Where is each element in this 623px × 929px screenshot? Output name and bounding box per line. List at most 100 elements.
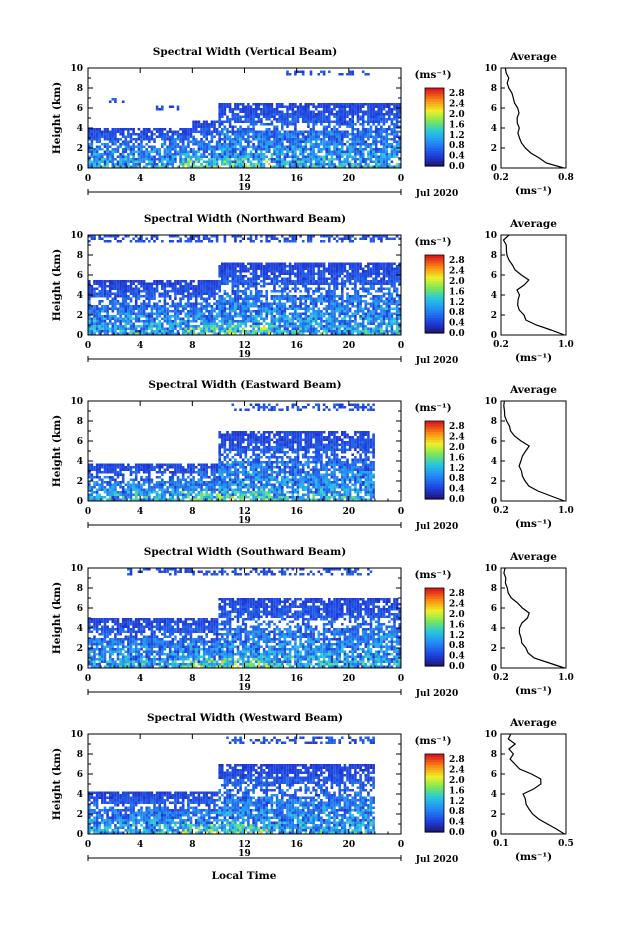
heatmap-cell (304, 322, 308, 325)
heatmap-cell (356, 115, 360, 118)
heatmap-cell (286, 155, 289, 158)
heatmap-cell (142, 150, 146, 153)
heatmap-cell (338, 148, 341, 151)
heatmap-cell (382, 277, 386, 280)
heatmap-cell (314, 290, 318, 293)
heatmap-cell (140, 307, 143, 310)
heatmap-cell (228, 267, 232, 270)
heatmap-cell (377, 130, 381, 133)
heatmap-cell (202, 150, 206, 153)
heatmap-cell (101, 320, 104, 323)
heatmap-cell (388, 165, 391, 168)
heatmap-cell (382, 307, 386, 310)
heatmap-cell (101, 285, 104, 288)
heatmap-cell (380, 305, 383, 308)
heatmap-cell (171, 322, 175, 325)
heatmap-cell (286, 300, 289, 303)
heatmap-cell (252, 103, 255, 106)
heatmap-cell (317, 155, 321, 158)
heatmap-cell (317, 312, 321, 315)
heatmap-cell (283, 297, 287, 300)
heatmap-cell (161, 240, 164, 243)
heatmap-cell (301, 113, 305, 116)
heatmap-cell (205, 125, 208, 128)
heatmap-cell (281, 312, 284, 315)
heatmap-cell (121, 327, 125, 330)
heatmap-cell (388, 287, 391, 290)
average-y-tick-label: 8 (491, 84, 497, 94)
heatmap-cell (270, 315, 274, 318)
heatmap-cell (194, 305, 198, 308)
heatmap-cell (174, 158, 177, 161)
heatmap-cell (333, 165, 336, 168)
heatmap-cell (273, 138, 276, 141)
heatmap-cell (356, 105, 360, 108)
colorbar-band (425, 111, 444, 115)
heatmap-cell (202, 145, 206, 148)
heatmap-cell (95, 145, 99, 148)
heatmap-cell (299, 70, 302, 73)
heatmap-cell (197, 160, 201, 163)
heatmap-cell (283, 280, 287, 283)
heatmap-cell (155, 280, 159, 283)
heatmap-cell (187, 163, 190, 166)
heatmap-cell (320, 120, 323, 123)
heatmap-cell (116, 292, 120, 295)
heatmap-cell (247, 165, 250, 168)
heatmap-cell (278, 302, 281, 305)
heatmap-cell (244, 158, 248, 161)
heatmap-cell (369, 150, 373, 153)
heatmap-cell (281, 272, 284, 275)
heatmap-cell (273, 140, 276, 143)
heatmap-cell (228, 330, 232, 333)
heatmap-cell (322, 277, 326, 280)
heatmap-cell (254, 332, 258, 335)
heatmap-cell (202, 135, 206, 138)
heatmap-cell (328, 145, 331, 148)
heatmap-cell (354, 305, 357, 308)
heatmap-cell (95, 133, 99, 136)
heatmap-cell (231, 113, 235, 116)
heatmap-cell (166, 163, 169, 166)
heatmap-cell (249, 163, 253, 166)
heatmap-cell (194, 300, 198, 303)
heatmap-cell (119, 143, 122, 146)
heatmap-cell (380, 133, 383, 136)
heatmap-cell (343, 330, 347, 333)
heatmap-cell (265, 270, 268, 273)
heatmap-cell (380, 158, 383, 161)
heatmap-cell (275, 280, 279, 283)
heatmap-cell (226, 275, 229, 278)
heatmap-cell (247, 135, 250, 138)
heatmap-cell (161, 305, 164, 308)
heatmap-cell (369, 327, 373, 330)
heatmap-cell (341, 280, 344, 283)
heatmap-cell (317, 307, 321, 310)
heatmap-cell (114, 295, 117, 298)
heatmap-cell (312, 115, 315, 118)
heatmap-cell (210, 290, 214, 293)
heatmap-cell (361, 300, 365, 303)
heatmap-cell (382, 262, 386, 265)
heatmap-cell (304, 150, 308, 153)
heatmap-cell (294, 123, 297, 126)
heatmap-cell (273, 128, 276, 131)
heatmap-cell (260, 235, 263, 238)
heatmap-cell (273, 297, 276, 300)
heatmap-cell (116, 148, 120, 151)
heatmap-cell (304, 138, 308, 141)
heatmap-cell (179, 163, 182, 166)
heatmap-cell (296, 108, 300, 111)
heatmap-cell (187, 305, 190, 308)
heatmap-cell (273, 158, 276, 161)
heatmap-cell (202, 285, 206, 288)
heatmap-cell (137, 280, 141, 283)
heatmap-cell (174, 292, 177, 295)
heatmap-cell (328, 165, 331, 168)
heatmap-cell (301, 133, 305, 136)
heatmap-cell (380, 297, 383, 300)
heatmap-cell (338, 295, 341, 298)
heatmap-cell (124, 148, 128, 151)
heatmap-cell (265, 240, 268, 243)
heatmap-cell (312, 310, 315, 313)
